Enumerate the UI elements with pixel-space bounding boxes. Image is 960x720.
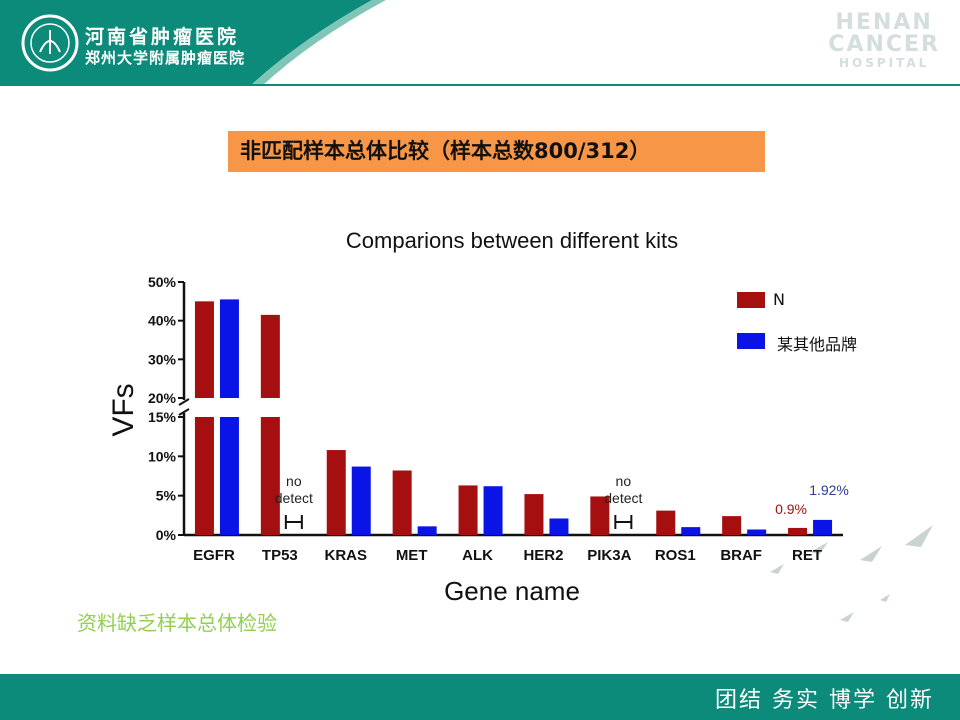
bar-egfr-series-1: [219, 299, 239, 398]
x-tick-label: BRAF: [720, 547, 762, 564]
x-tick-label: ALK: [462, 547, 493, 564]
bar-ret-series-1: [813, 519, 833, 535]
legend-label-n: N: [773, 290, 785, 309]
x-tick-label: ROS1: [655, 547, 696, 564]
y-tick-label: 0%: [156, 527, 177, 543]
x-tick-label: RET: [792, 547, 822, 564]
data-label-ret-series-1: 1.92%: [809, 482, 849, 498]
y-tick-label: 15%: [148, 409, 177, 425]
no-detect-text: no: [616, 473, 632, 489]
legend-label-other-brand: 某其他品牌: [777, 335, 858, 354]
x-axis-label: Gene name: [444, 576, 580, 606]
header-banner: 河南省肿瘤医院 郑州大学附属肿瘤医院 HENAN CANCER HOSPITAL: [0, 0, 960, 86]
bar-ros1-series-0: [656, 510, 676, 535]
footer-band: 团结 务实 博学 创新: [0, 674, 960, 720]
no-detect-text: detect: [604, 490, 642, 506]
y-tick-label: 20%: [148, 390, 177, 406]
hospital-watermark: HENAN CANCER HOSPITAL: [828, 10, 940, 71]
legend-swatch-n: [737, 292, 765, 308]
bar-alk-series-1: [483, 486, 503, 535]
bar-kras-series-1: [351, 466, 371, 535]
bar-her2-series-1: [549, 518, 569, 535]
decorative-birds: [770, 525, 933, 622]
bar-kras-series-0: [326, 450, 346, 535]
bar-egfr-series-1-lower: [219, 417, 239, 535]
axis-break-mark: [178, 398, 190, 406]
bar-met-series-1: [417, 526, 437, 535]
no-detect-text: detect: [275, 490, 313, 506]
bar-her2-series-0: [524, 494, 544, 535]
bar-alk-series-0: [458, 485, 478, 535]
bar-egfr-series-0: [194, 301, 214, 398]
logo-line2: 郑州大学附属肿瘤医院: [85, 49, 246, 67]
bar-ros1-series-1: [681, 527, 701, 535]
bar-braf-series-0: [722, 516, 742, 535]
logo-line1: 河南省肿瘤医院: [85, 26, 240, 48]
x-tick-label: MET: [396, 547, 428, 564]
y-tick-label: 10%: [148, 448, 177, 464]
footnote: 资料缺乏样本总体检验: [77, 611, 277, 635]
bar-egfr-series-0-lower: [194, 417, 214, 535]
bar-braf-series-1: [747, 529, 767, 535]
axis-break-mark: [178, 408, 190, 416]
x-tick-label: HER2: [523, 547, 563, 564]
watermark-line2: CANCER: [828, 32, 940, 57]
bar-met-series-0: [392, 470, 412, 535]
watermark-line1: HENAN: [835, 10, 933, 35]
header-background: [0, 0, 960, 86]
no-detect-text: no: [286, 473, 302, 489]
slide-title: 非匹配样本总体比较（样本总数800/312）: [228, 131, 765, 172]
y-tick-label: 30%: [148, 351, 177, 367]
bar-pik3a-series-0: [590, 496, 610, 535]
x-tick-label: EGFR: [193, 547, 235, 564]
y-tick-label: 50%: [148, 274, 177, 290]
bar-tp53-series-0-lower: [260, 417, 280, 535]
bar-chart: Comparions between different kits 0% 5% 10…: [107, 228, 933, 622]
slogan: 团结 务实 博学 创新: [715, 688, 934, 713]
hospital-seal-icon: [21, 14, 79, 72]
y-axis-label: VFs: [107, 383, 140, 436]
chart-title: Comparions between different kits: [346, 228, 678, 253]
x-tick-label: KRAS: [324, 547, 367, 564]
bar-tp53-series-0: [260, 314, 280, 398]
y-tick-label: 40%: [148, 313, 177, 329]
legend-swatch-other-brand: [737, 333, 765, 349]
x-tick-label: PIK3A: [587, 547, 631, 564]
y-tick-label: 5%: [156, 488, 177, 504]
x-tick-label: TP53: [262, 547, 298, 564]
data-label-ret-series-0: 0.9%: [775, 501, 807, 517]
bar-ret-series-0: [788, 527, 808, 535]
watermark-line3: HOSPITAL: [838, 56, 930, 70]
